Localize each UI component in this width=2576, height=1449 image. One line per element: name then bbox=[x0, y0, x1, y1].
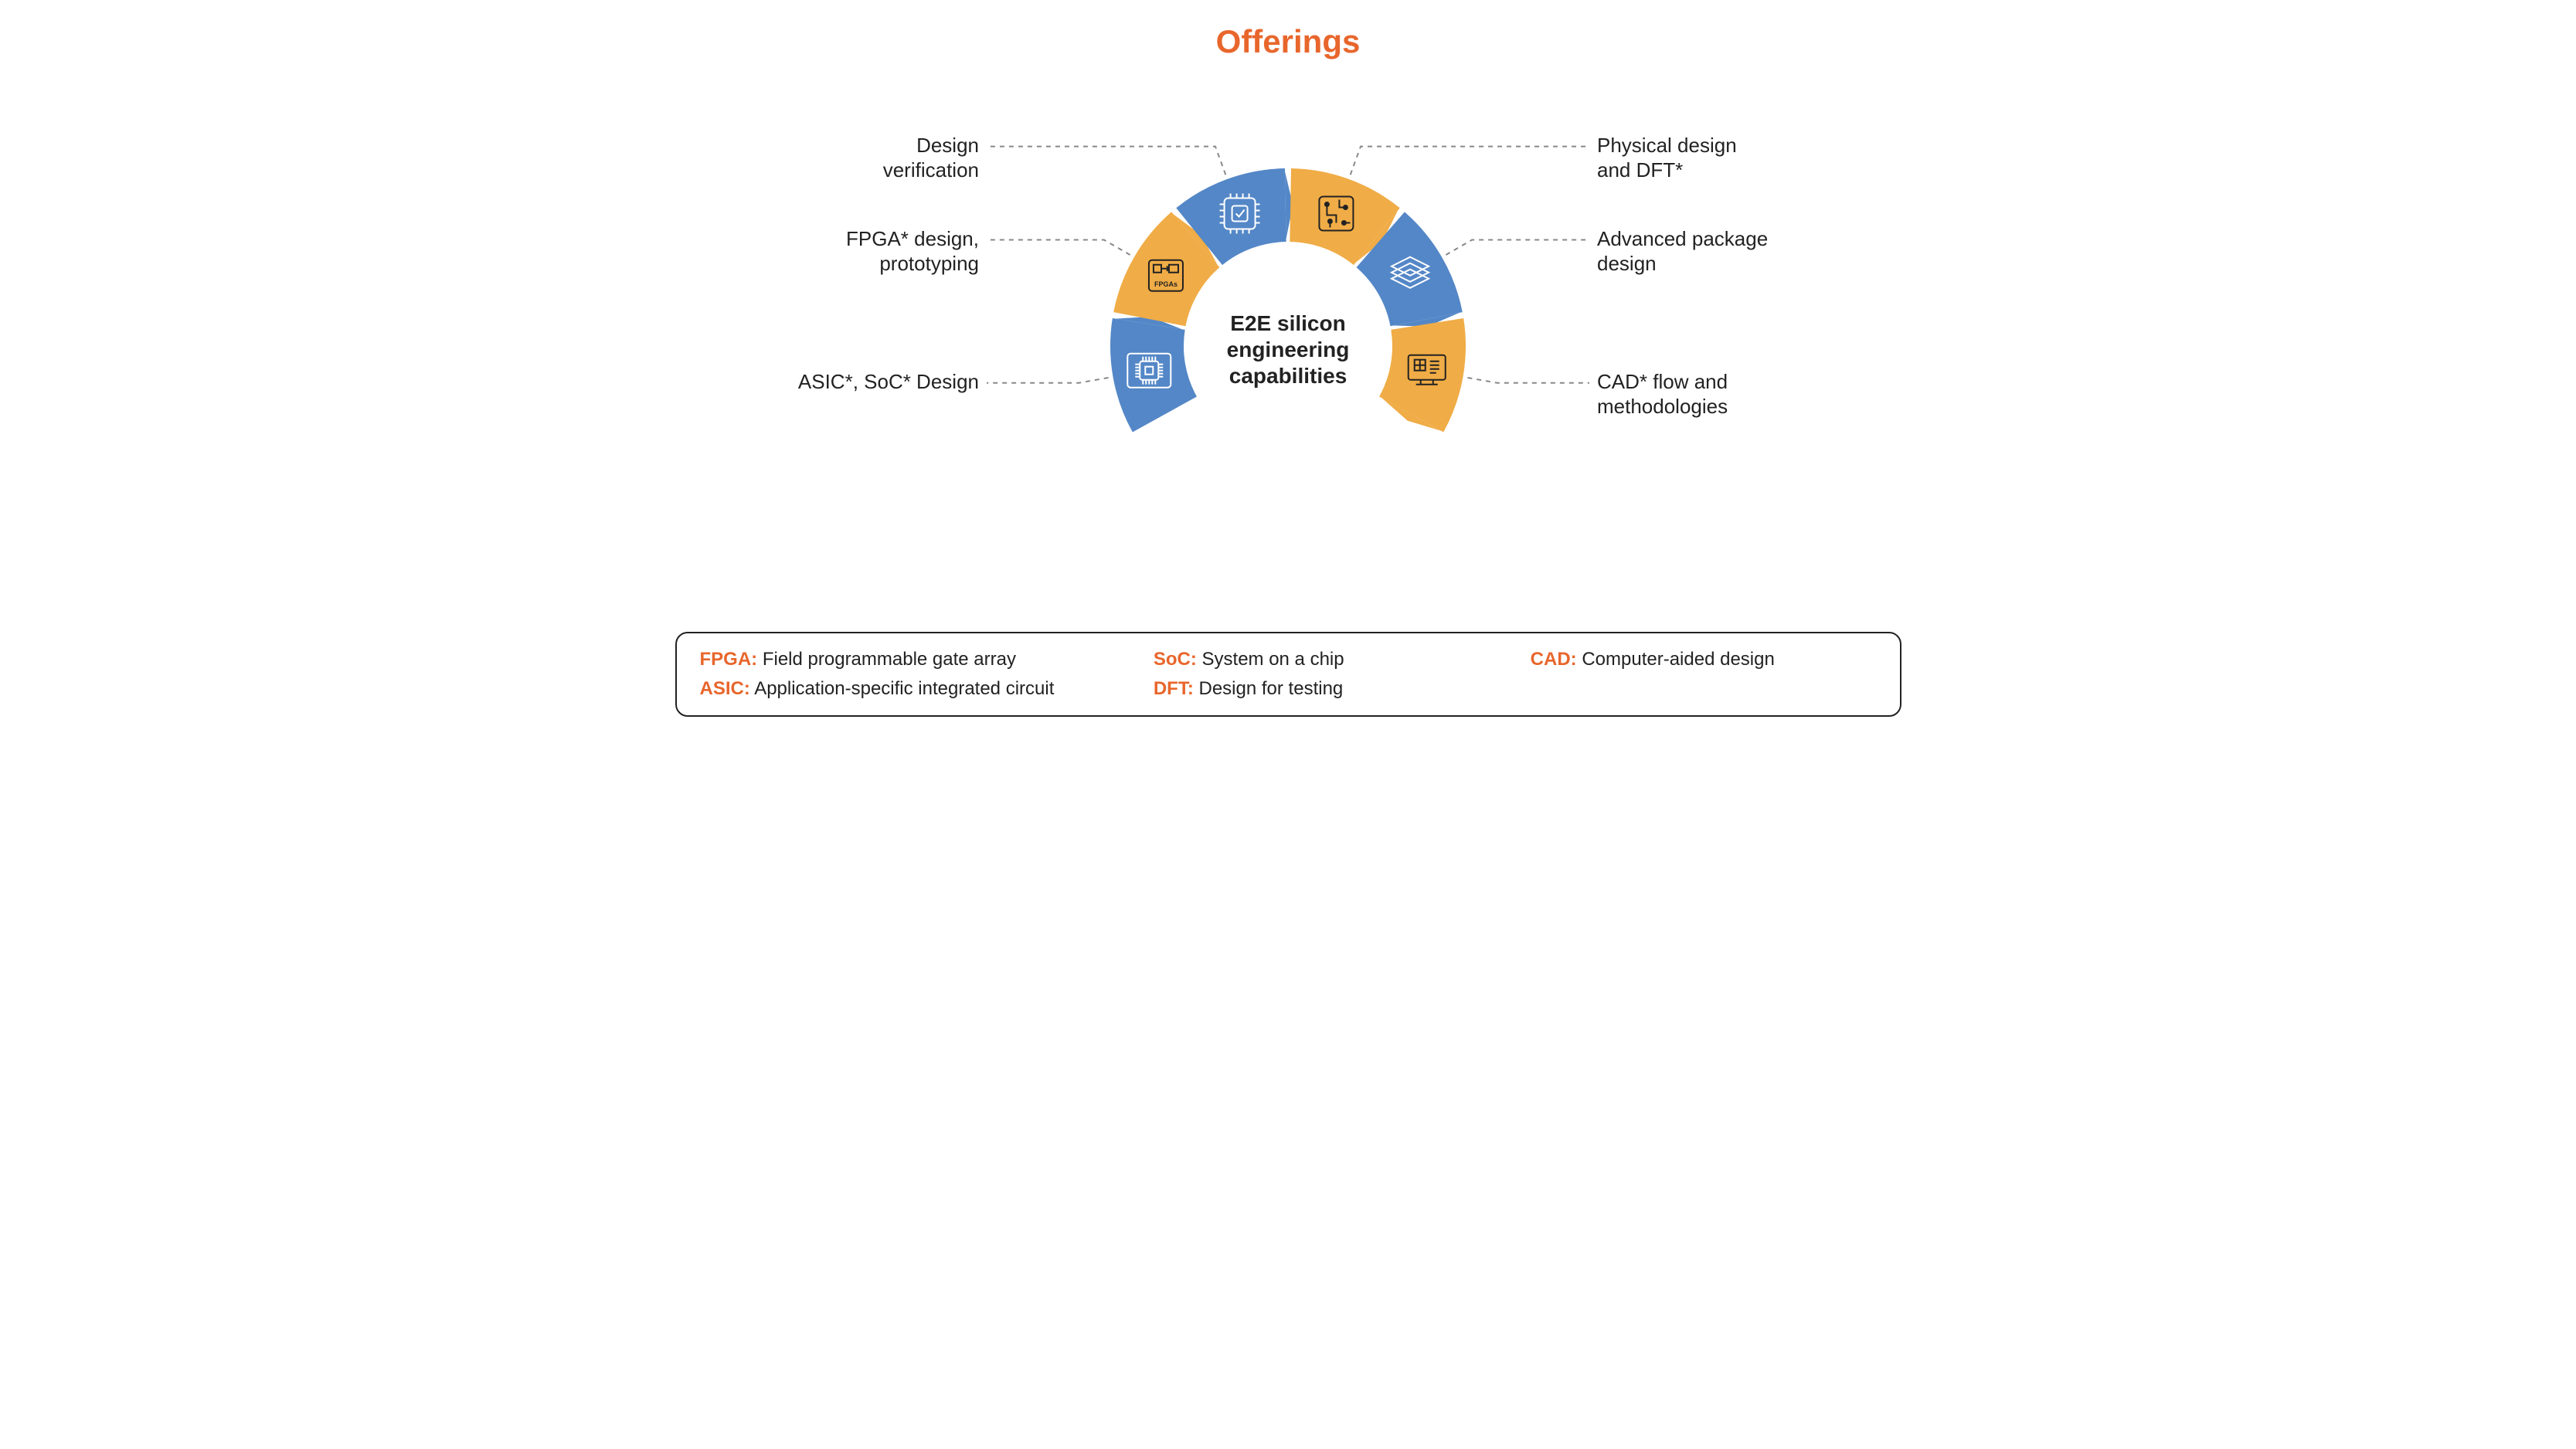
legend-item-fpga: FPGA: Field programmable gate array bbox=[700, 649, 1123, 670]
leader-advanced-package bbox=[1446, 240, 1589, 256]
center-label: E2E siliconengineeringcapabilities bbox=[1227, 311, 1350, 388]
segment-label-advanced-package: Advanced package design bbox=[1597, 226, 1768, 277]
segment-label-design-verification: Design verification bbox=[883, 133, 979, 183]
legend-def: Field programmable gate array bbox=[757, 649, 1016, 670]
page: Offerings FPGAs bbox=[644, 0, 1932, 748]
legend-abbr: SoC: bbox=[1154, 649, 1197, 670]
legend-def: System on a chip bbox=[1197, 649, 1344, 670]
legend-def: Application-specific integrated circuit bbox=[750, 678, 1055, 699]
legend-item-asic: ASIC: Application-specific integrated ci… bbox=[700, 678, 1123, 700]
legend-def: Design for testing bbox=[1194, 678, 1343, 699]
legend-abbr: CAD: bbox=[1531, 649, 1577, 670]
leader-design-verification bbox=[987, 147, 1225, 175]
legend-item-soc: SoC: System on a chip bbox=[1154, 649, 1500, 670]
legend-item-dft: DFT: Design for testing bbox=[1154, 678, 1500, 700]
leader-physical-design-dft bbox=[1351, 147, 1589, 175]
segment-asic-soc bbox=[1110, 318, 1197, 432]
segment-label-cad-flow: CAD* flow and methodologies bbox=[1597, 369, 1728, 419]
page-title: Offerings bbox=[675, 23, 1901, 60]
legend-item-cad: CAD: Computer-aided design bbox=[1531, 649, 1877, 670]
segment-cad-flow bbox=[1379, 318, 1466, 432]
segment-label-physical-design-dft: Physical design and DFT* bbox=[1597, 133, 1737, 183]
svg-text:E2E siliconengineeringcapabili: E2E siliconengineeringcapabilities bbox=[1227, 311, 1350, 388]
segment-label-fpga: FPGA* design, prototyping bbox=[846, 226, 979, 277]
legend-abbr: DFT: bbox=[1154, 678, 1194, 699]
radial-diagram-container: FPGAs bbox=[675, 68, 1901, 609]
legend-box: FPGA: Field programmable gate array ASIC:… bbox=[675, 632, 1901, 717]
leader-cad-flow bbox=[1467, 378, 1589, 383]
legend-abbr: FPGA: bbox=[700, 649, 758, 670]
legend-abbr: ASIC: bbox=[700, 678, 750, 699]
segment-label-asic-soc: ASIC*, SoC* Design bbox=[798, 369, 979, 395]
legend-def: Computer-aided design bbox=[1577, 649, 1775, 670]
leader-fpga bbox=[987, 240, 1130, 256]
svg-text:FPGAs: FPGAs bbox=[1154, 280, 1178, 288]
leader-asic-soc bbox=[987, 378, 1109, 383]
